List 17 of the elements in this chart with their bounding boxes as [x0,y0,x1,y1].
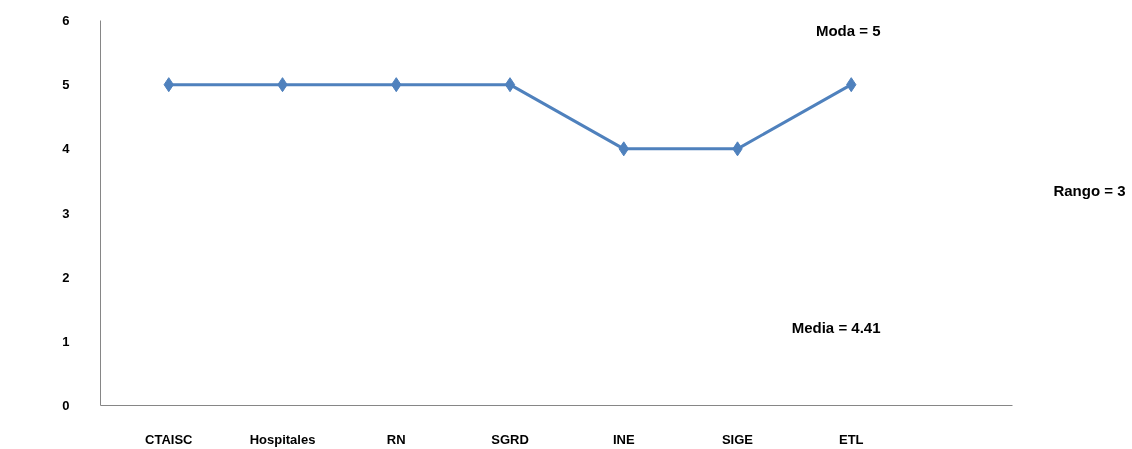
y-tick-label: 4 [62,141,71,157]
x-tick-label: SGRD [491,431,529,447]
y-tick-label: 1 [62,333,70,349]
x-tick-label: INE [612,431,635,447]
text: Rango = 3 [1053,182,1126,199]
y-tick-label: 6 [62,13,70,28]
annotation: Moda = 5 [815,22,881,39]
x-tick-label: ETL [838,431,864,447]
x-tick-label: RN [386,431,406,447]
x-tick-label: CTAISC [145,431,194,447]
y-tick-label: 0 [62,398,70,413]
y-tick-label: 2 [62,269,70,285]
annotation: Media = 4.41 [791,319,881,336]
y-tick-label: 5 [62,77,70,93]
x-tick-label: SIGE [721,431,754,447]
y-tick-label: 3 [62,205,70,221]
x-tick-label: Hospitales [249,431,316,447]
